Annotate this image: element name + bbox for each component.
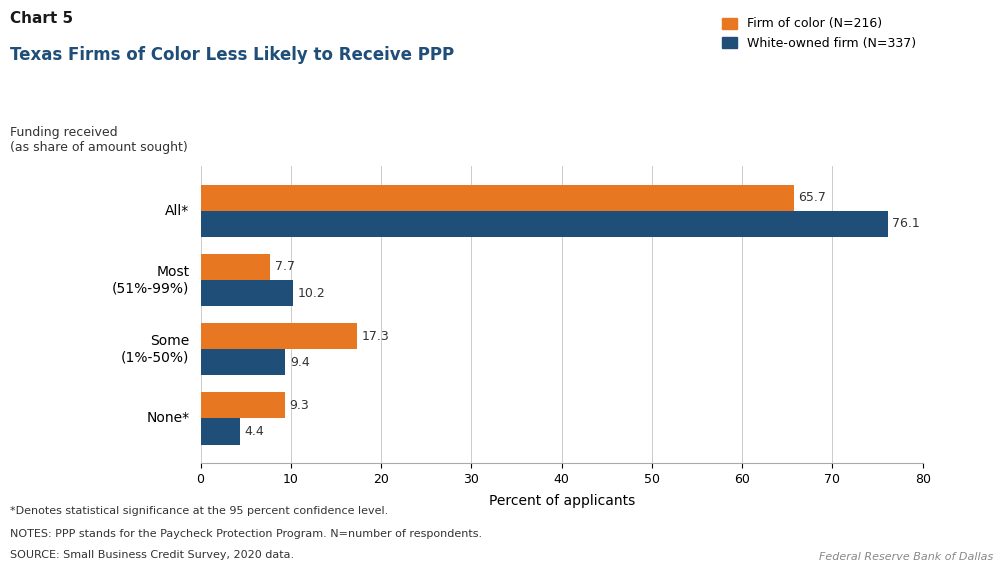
Bar (200, 323, 357, 349)
Text: Funding received
(as share of amount sought): Funding received (as share of amount sou… (10, 126, 187, 154)
Text: 4.4: 4.4 (244, 425, 265, 438)
Text: NOTES: PPP stands for the Paycheck Protection Program. N=number of respondents.: NOTES: PPP stands for the Paycheck Prote… (10, 529, 482, 539)
Bar (200, 392, 285, 418)
Bar (200, 349, 286, 375)
Bar (200, 418, 240, 444)
Text: Texas Firms of Color Less Likely to Receive PPP: Texas Firms of Color Less Likely to Rece… (10, 46, 454, 63)
Text: 65.7: 65.7 (798, 191, 826, 204)
Bar (200, 280, 293, 306)
Bar (200, 211, 887, 237)
Text: Chart 5: Chart 5 (10, 11, 73, 26)
Text: 7.7: 7.7 (275, 260, 295, 273)
Text: 9.3: 9.3 (289, 399, 309, 412)
Legend: Firm of color (N=216), White-owned firm (N=337): Firm of color (N=216), White-owned firm … (721, 18, 916, 50)
Bar (200, 254, 270, 280)
Bar (200, 185, 793, 211)
X-axis label: Percent of applicants: Percent of applicants (488, 494, 634, 509)
Text: SOURCE: Small Business Credit Survey, 2020 data.: SOURCE: Small Business Credit Survey, 20… (10, 550, 294, 560)
Text: 76.1: 76.1 (891, 217, 919, 231)
Text: 9.4: 9.4 (290, 356, 310, 369)
Text: 10.2: 10.2 (297, 287, 325, 300)
Text: 17.3: 17.3 (361, 329, 389, 343)
Text: Federal Reserve Bank of Dallas: Federal Reserve Bank of Dallas (818, 552, 992, 562)
Text: *Denotes statistical significance at the 95 percent confidence level.: *Denotes statistical significance at the… (10, 506, 388, 516)
